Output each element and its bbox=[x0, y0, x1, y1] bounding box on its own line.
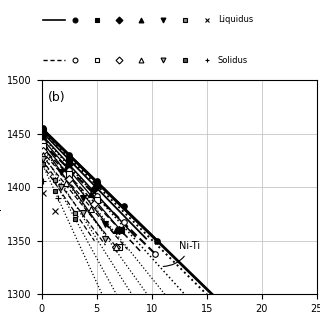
Y-axis label: Temperature / °C: Temperature / °C bbox=[0, 143, 2, 231]
Text: Liquidus: Liquidus bbox=[218, 15, 253, 24]
Text: (b): (b) bbox=[48, 91, 66, 104]
Text: Ni-Ti: Ni-Ti bbox=[163, 241, 200, 267]
Text: Solidus: Solidus bbox=[218, 56, 248, 65]
